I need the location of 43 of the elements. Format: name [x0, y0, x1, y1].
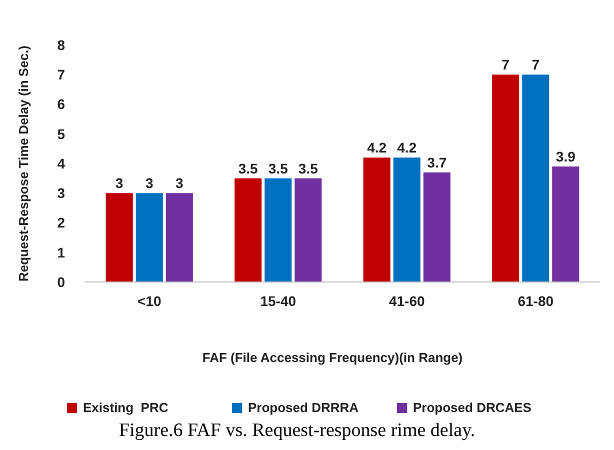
legend-label: Proposed DRRRA	[248, 400, 360, 415]
y-tick-label: 2	[57, 214, 66, 231]
y-axis-title: Request-Respose Time Delay (in Sec.)	[16, 45, 31, 282]
x-tick-label: 41-60	[388, 293, 425, 309]
data-label: 3.5	[298, 160, 318, 176]
data-label: 3.7	[427, 154, 447, 170]
text: Figure.6 FAF vs. Request-response rime delay.	[118, 420, 476, 441]
bar	[166, 193, 193, 282]
y-tick-label: 3	[57, 185, 66, 202]
data-label: 4.2	[397, 140, 417, 156]
x-axis-title: FAF (File Accessing Frequency)(in Range)	[202, 350, 463, 365]
data-label: 3	[176, 175, 184, 192]
y-tick-label: 4	[57, 155, 66, 172]
bar	[136, 193, 163, 282]
bar	[264, 178, 292, 282]
y-tick-label: 0	[57, 274, 66, 290]
y-tick-label: 6	[57, 96, 66, 112]
x-tick-label: <10	[138, 293, 162, 309]
bar	[492, 74, 520, 282]
data-label: 3	[145, 175, 154, 192]
data-label: 3.9	[556, 148, 576, 164]
bar	[294, 178, 322, 282]
bar	[423, 172, 450, 282]
data-label: 7	[502, 56, 510, 73]
data-label: 3	[115, 175, 124, 192]
y-tick-label: 7	[57, 66, 66, 83]
legend-label: Existing PRC	[83, 400, 169, 415]
data-label: 4.2	[367, 140, 387, 156]
bar	[234, 178, 262, 282]
bar	[552, 166, 580, 282]
y-tick-label: 8	[57, 36, 66, 53]
x-tick-label: 61-80	[518, 293, 554, 309]
data-label: 7	[532, 56, 540, 73]
bar	[393, 158, 420, 282]
x-tick-label: 15-40	[260, 293, 296, 309]
legend-label: Proposed DRCAES	[413, 400, 532, 415]
bar	[363, 158, 390, 282]
bar	[522, 74, 550, 282]
y-tick-label: 1	[57, 244, 66, 260]
data-label: 3.5	[268, 160, 288, 176]
bar	[106, 193, 133, 282]
data-label: 3.5	[238, 160, 258, 176]
y-tick-label: 5	[57, 126, 66, 142]
